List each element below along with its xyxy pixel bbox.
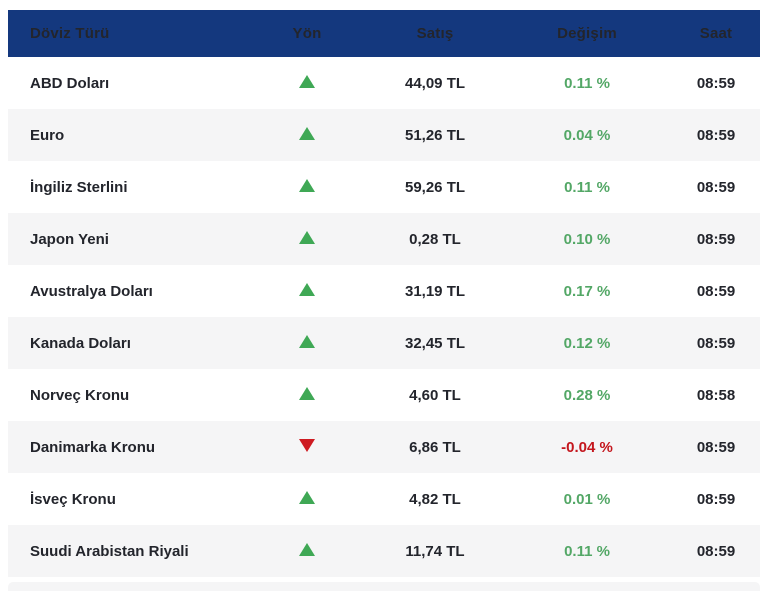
direction-cell: [240, 126, 374, 144]
currency-name: İngiliz Sterlini: [30, 178, 128, 196]
sale-price: 32,45 TL: [404, 334, 466, 352]
direction-cell: [240, 230, 374, 248]
update-time: 08:59: [696, 230, 736, 248]
table-header-row: Döviz Türü Yön Satış Değişim Saat: [8, 10, 760, 57]
currency-name: Norveç Kronu: [30, 386, 130, 404]
currency-name: Euro: [30, 126, 65, 144]
sale-price: 31,19 TL: [404, 282, 466, 300]
sale-price: 51,26 TL: [404, 126, 466, 144]
change-percent: -0.04 %: [561, 438, 613, 456]
update-time: 08:59: [696, 542, 736, 560]
column-header-sale: Satış: [416, 25, 454, 42]
currency-name: Danimarka Kronu: [30, 438, 156, 456]
update-time: 08:59: [696, 490, 736, 508]
update-time: 08:59: [696, 74, 736, 92]
update-time: 08:59: [696, 334, 736, 352]
up-triangle-icon: [299, 74, 315, 88]
sale-price: 6,86 TL: [409, 438, 461, 456]
table-row: ABD Doları 44,09 TL 0.11 % 08:59: [8, 57, 760, 109]
sale-price: 59,26 TL: [404, 178, 466, 196]
sale-price: 4,82 TL: [409, 490, 461, 508]
table-row: İngiliz Sterlini 59,26 TL 0.11 % 08:59: [8, 161, 760, 213]
table-row: Avustralya Doları 31,19 TL 0.17 % 08:59: [8, 265, 760, 317]
change-percent: 0.10 %: [563, 230, 611, 248]
change-percent: 0.11 %: [564, 74, 610, 92]
sale-price: 4,60 TL: [409, 386, 461, 404]
table-row: Danimarka Kronu 6,86 TL -0.04 % 08:59: [8, 421, 760, 473]
table-row: İsveç Kronu 4,82 TL 0.01 % 08:59: [8, 473, 760, 525]
table-row: Japon Yeni 0,28 TL 0.10 % 08:59: [8, 213, 760, 265]
table-body: ABD Doları 44,09 TL 0.11 % 08:59 Euro 51…: [8, 57, 760, 577]
next-section-top-edge: [8, 582, 760, 591]
change-percent: 0.12 %: [563, 334, 611, 352]
update-time: 08:59: [696, 178, 736, 196]
currency-table: Döviz Türü Yön Satış Değişim Saat ABD Do…: [8, 10, 760, 577]
change-percent: 0.11 %: [564, 542, 610, 560]
update-time: 08:58: [696, 386, 736, 404]
currency-name: Kanada Doları: [30, 334, 131, 352]
table-row: Suudi Arabistan Riyali 11,74 TL 0.11 % 0…: [8, 525, 760, 577]
up-triangle-icon: [299, 282, 315, 296]
up-triangle-icon: [299, 178, 315, 192]
up-triangle-icon: [299, 386, 315, 400]
update-time: 08:59: [696, 126, 736, 144]
update-time: 08:59: [696, 438, 736, 456]
up-triangle-icon: [299, 490, 315, 504]
currency-name: Avustralya Doları: [30, 282, 153, 300]
direction-cell: [240, 178, 374, 196]
change-percent: 0.17 %: [563, 282, 611, 300]
down-triangle-icon: [299, 438, 315, 452]
change-percent: 0.28 %: [563, 386, 611, 404]
sale-price: 44,09 TL: [404, 74, 466, 92]
update-time: 08:59: [696, 282, 736, 300]
currency-name: Japon Yeni: [30, 230, 109, 248]
table-row: Norveç Kronu 4,60 TL 0.28 % 08:58: [8, 369, 760, 421]
column-header-currency-type: Döviz Türü: [30, 25, 110, 42]
up-triangle-icon: [299, 542, 315, 556]
change-percent: 0.11 %: [564, 178, 610, 196]
sale-price: 0,28 TL: [409, 230, 461, 248]
change-percent: 0.01 %: [563, 490, 611, 508]
currency-name: ABD Doları: [30, 74, 110, 92]
currency-name: İsveç Kronu: [30, 490, 116, 508]
currency-name: Suudi Arabistan Riyali: [30, 542, 189, 560]
direction-cell: [240, 282, 374, 300]
direction-cell: [240, 334, 374, 352]
column-header-direction: Yön: [292, 25, 322, 42]
direction-cell: [240, 490, 374, 508]
direction-cell: [240, 74, 374, 92]
column-header-time: Saat: [699, 25, 733, 42]
up-triangle-icon: [299, 230, 315, 244]
up-triangle-icon: [299, 334, 315, 348]
sale-price: 11,74 TL: [405, 542, 465, 560]
direction-cell: [240, 386, 374, 404]
table-row: Euro 51,26 TL 0.04 % 08:59: [8, 109, 760, 161]
column-header-change: Değişim: [557, 25, 617, 42]
up-triangle-icon: [299, 126, 315, 140]
direction-cell: [240, 438, 374, 456]
direction-cell: [240, 542, 374, 560]
change-percent: 0.04 %: [563, 126, 611, 144]
table-row: Kanada Doları 32,45 TL 0.12 % 08:59: [8, 317, 760, 369]
